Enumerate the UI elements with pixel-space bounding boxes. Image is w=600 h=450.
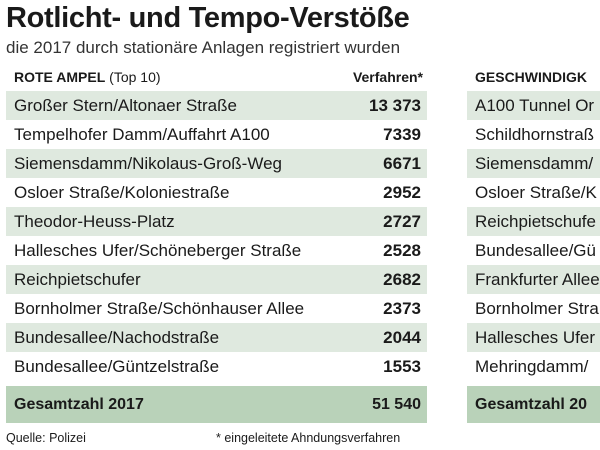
chart-title: Rotlicht- und Tempo-Verstöße <box>6 2 410 34</box>
red-light-row-location: Hallesches Ufer/Schöneberger Straße <box>14 241 302 260</box>
red-light-table-row: Theodor-Heuss-Platz 2727 <box>6 207 427 236</box>
red-light-row-location: Reichpietschufer <box>14 270 141 289</box>
chart-subtitle: die 2017 durch stationäre Anlagen regist… <box>6 38 401 57</box>
red-light-header-suffix: (Top 10) <box>109 69 161 85</box>
red-light-row-location: Tempelhofer Damm/Auffahrt A100 <box>14 125 270 144</box>
speed-row-location: Schildhornstraß <box>475 125 595 144</box>
speed-row-location: A100 Tunnel Or <box>475 96 595 115</box>
speed-total: Gesamtzahl 20 <box>467 386 600 423</box>
red-light-row-value: 2727 <box>383 212 421 231</box>
speed-row-location: Bornholmer Stra <box>475 299 599 318</box>
red-light-table-row: Großer Stern/Altonaer Straße 13 373 <box>6 91 427 120</box>
speed-table-row: Schildhornstraß <box>467 120 600 149</box>
red-light-table-row: Bundesallee/Nachodstraße 2044 <box>6 323 427 352</box>
speed-table-row: Reichpietschufe <box>467 207 600 236</box>
speed-row-location: Siemensdamm/ <box>475 154 594 173</box>
red-light-row-value: 2952 <box>383 183 421 202</box>
red-light-table-row: Tempelhofer Damm/Auffahrt A100 7339 <box>6 120 427 149</box>
red-light-row-location: Großer Stern/Altonaer Straße <box>14 96 237 115</box>
source-note: Quelle: Polizei <box>6 431 86 445</box>
speed-table-row: Siemensdamm/ <box>467 149 600 178</box>
speed-table-row: Mehringdamm/ <box>467 352 600 381</box>
red-light-row-value: 2682 <box>383 270 421 289</box>
red-light-row-value: 7339 <box>383 125 421 144</box>
speed-row-location: Reichpietschufe <box>475 212 596 231</box>
speed-total-label: Gesamtzahl 20 <box>475 396 588 413</box>
speed-row-location: Bundesallee/Gü <box>475 241 596 260</box>
speed-row-location: Hallesches Ufer <box>475 328 595 347</box>
speed-table-header: GESCHWINDIGK <box>467 66 600 88</box>
red-light-total: Gesamtzahl 2017 51 540 <box>6 386 427 423</box>
red-light-table-row: Siemensdamm/Nikolaus-Groß-Weg 6671 <box>6 149 427 178</box>
speed-table-row: Bundesallee/Gü <box>467 236 600 265</box>
speed-row-location: Mehringdamm/ <box>475 357 589 376</box>
speed-table-row: Osloer Straße/K <box>467 178 600 207</box>
red-light-table-row: Bundesallee/Güntzelstraße 1553 <box>6 352 427 381</box>
red-light-table: ROTE AMPEL (Top 10) Verfahren* Großer St… <box>6 66 427 426</box>
red-light-total-value: 51 540 <box>372 396 421 413</box>
speed-header-title: GESCHWINDIGK <box>475 69 587 85</box>
red-light-row-location: Bundesallee/Güntzelstraße <box>14 357 220 376</box>
speed-row-location: Osloer Straße/K <box>475 183 597 202</box>
speed-table-row: Bornholmer Stra <box>467 294 600 323</box>
speed-row-location: Frankfurter Allee <box>475 270 600 289</box>
red-light-row-value: 2373 <box>383 299 421 318</box>
speed-table: GESCHWINDIGK A100 Tunnel Or Schildhornstr… <box>467 66 600 426</box>
speed-table-row: Frankfurter Allee <box>467 265 600 294</box>
red-light-table-header: ROTE AMPEL (Top 10) Verfahren* <box>6 66 427 88</box>
red-light-table-row: Reichpietschufer 2682 <box>6 265 427 294</box>
red-light-header-title: ROTE AMPEL <box>14 69 106 85</box>
red-light-row-location: Osloer Straße/Koloniestraße <box>14 183 230 202</box>
speed-table-row: A100 Tunnel Or <box>467 91 600 120</box>
speed-table-row: Hallesches Ufer <box>467 323 600 352</box>
red-light-header-value: Verfahren* <box>352 69 423 85</box>
red-light-row-location: Theodor-Heuss-Platz <box>14 212 175 231</box>
red-light-row-location: Siemensdamm/Nikolaus-Groß-Weg <box>14 154 282 173</box>
red-light-table-row: Osloer Straße/Koloniestraße 2952 <box>6 178 427 207</box>
footnote: * eingeleitete Ahndungsverfahren <box>216 431 401 445</box>
red-light-total-label: Gesamtzahl 2017 <box>14 396 144 413</box>
red-light-table-row: Hallesches Ufer/Schöneberger Straße 2528 <box>6 236 427 265</box>
red-light-row-value: 6671 <box>383 154 421 173</box>
speed-header-label: GESCHWINDIGK <box>475 69 587 85</box>
red-light-row-value: 13 373 <box>369 96 421 115</box>
red-light-row-value: 2528 <box>383 241 421 260</box>
red-light-row-value: 1553 <box>383 357 421 376</box>
red-light-table-row: Bornholmer Straße/Schönhauser Allee 2373 <box>6 294 427 323</box>
red-light-row-location: Bundesallee/Nachodstraße <box>14 328 220 347</box>
red-light-header-label: ROTE AMPEL (Top 10) <box>14 69 161 85</box>
red-light-row-value: 2044 <box>383 328 421 347</box>
red-light-row-location: Bornholmer Straße/Schönhauser Allee <box>14 299 305 318</box>
